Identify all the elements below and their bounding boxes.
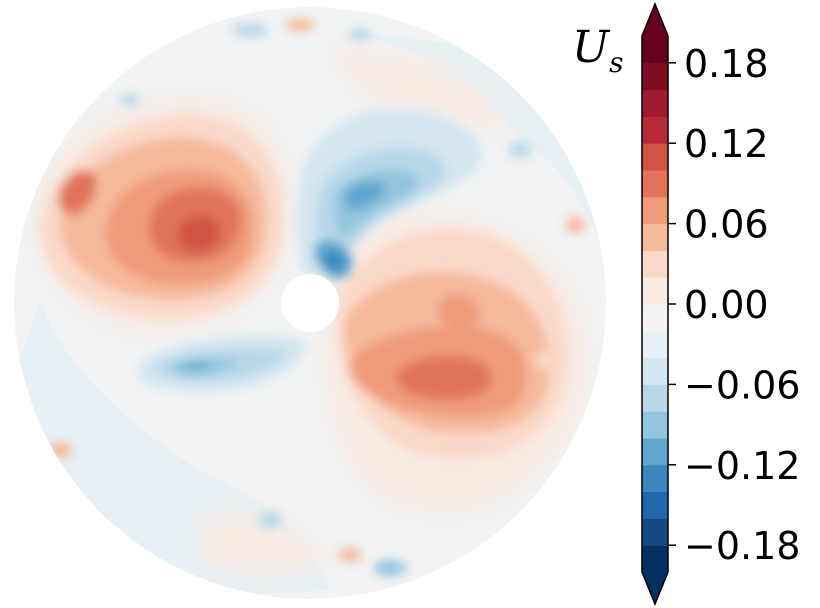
colorbar-tick-label: −0.12 — [684, 444, 800, 488]
colorbar-extend-high — [642, 4, 668, 36]
colorbar-tick-label: 0.00 — [684, 283, 769, 327]
colorbar-level-band — [642, 36, 668, 64]
colorbar-level-band — [642, 411, 668, 439]
colorbar-level-band — [642, 384, 668, 412]
colorbar: −0.18 −0.12 −0.06 0.00 0.06 0.12 0.18 — [641, 2, 800, 606]
colorbar-tick-label: 0.18 — [684, 42, 769, 86]
colorbar-outline — [641, 2, 669, 606]
colorbar-tick-label: 0.12 — [684, 122, 769, 166]
colorbar-level-band — [642, 438, 668, 466]
colorbar-level-band — [642, 464, 668, 493]
negative-arm-lower-left — [138, 335, 306, 392]
colorbar-level-band — [642, 223, 668, 251]
colorbar-level-band — [642, 518, 668, 546]
colorbar-level-band — [642, 116, 668, 144]
colorbar-extend-low — [642, 572, 668, 604]
colorbar-level-band — [642, 62, 668, 91]
colorbar-level-band — [642, 491, 668, 519]
colorbar-level-band — [642, 89, 668, 117]
colorbar-level-band — [642, 250, 668, 278]
colorbar-level-band — [642, 196, 668, 225]
colorbar-level-band — [642, 143, 668, 171]
contour-field — [14, 7, 606, 599]
colorbar-level-band — [642, 545, 668, 573]
positive-lobe-upper-left — [40, 114, 284, 319]
colorbar-level-band — [642, 170, 668, 198]
colorbar-tick-label: 0.06 — [684, 203, 769, 247]
colorbar-level-band — [642, 304, 668, 332]
colorbar-tick-label: −0.06 — [684, 363, 800, 407]
rim-fluctuations — [48, 19, 585, 576]
inner-hole — [281, 274, 339, 332]
colorbar-level-band — [642, 357, 668, 385]
colorbar-title: Us — [572, 22, 623, 79]
colorbar-level-band — [642, 330, 668, 359]
negative-arm-upper-center — [296, 108, 482, 279]
colorbar-tick-label: −0.18 — [684, 524, 800, 568]
colorbar-title-subscript: s — [609, 46, 623, 79]
positive-lobe-lower-right — [336, 228, 568, 460]
colorbar-level-band — [642, 277, 668, 305]
